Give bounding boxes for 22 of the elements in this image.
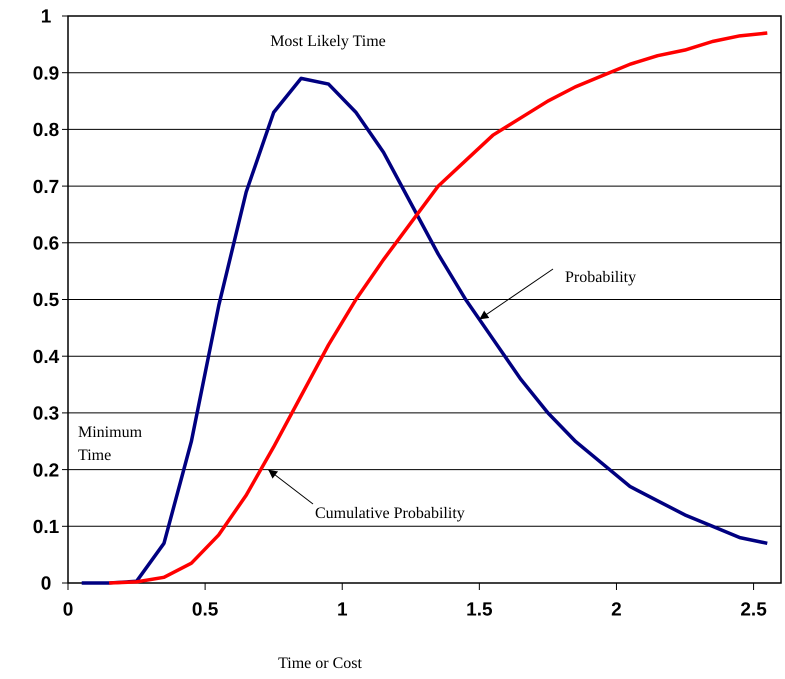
x-axis-title: Time or Cost: [278, 655, 362, 672]
x-tick-label: 2: [611, 600, 622, 621]
annotation: Probability: [565, 269, 636, 286]
y-tick-label: 0.9: [32, 63, 60, 84]
annotation: Cumulative Probability: [315, 505, 465, 522]
y-tick-label: 0.6: [32, 233, 60, 254]
y-tick-label: 1: [40, 6, 52, 28]
y-tick-label: 0.2: [32, 460, 60, 482]
y-tick-label: 0.1: [32, 516, 60, 538]
y-tick-label: 0.5: [32, 290, 60, 312]
x-tick-label: 1: [336, 600, 348, 621]
x-tick-label: 0.5: [192, 600, 219, 621]
x-tick-label: 2.5: [740, 600, 768, 621]
annotation: Most Likely Time: [270, 33, 386, 50]
x-tick-label: 1.5: [466, 600, 493, 621]
y-tick-label: 0.8: [32, 120, 60, 142]
y-tick-label: 0.7: [32, 176, 60, 198]
annotation: Minimum Time: [78, 424, 143, 464]
x-tick-label: 0: [62, 600, 74, 621]
y-tick-label: 0.4: [32, 346, 60, 368]
y-tick-label: 0: [40, 574, 52, 595]
y-tick-label: 0.3: [32, 404, 60, 425]
